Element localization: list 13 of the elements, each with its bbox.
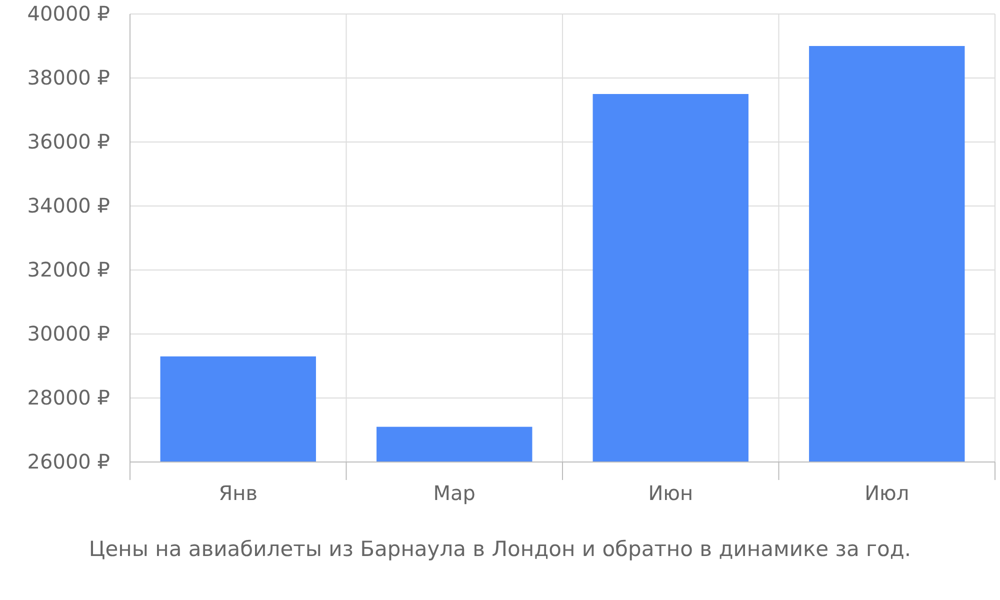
y-tick-label: 32000 ₽ xyxy=(27,257,110,282)
y-tick-label: 30000 ₽ xyxy=(27,321,110,346)
x-tick-label: Янв xyxy=(218,481,258,506)
x-tick-label: Июн xyxy=(648,481,694,506)
y-tick-label: 38000 ₽ xyxy=(27,65,110,90)
y-tick-label: 26000 ₽ xyxy=(27,449,110,474)
text: Цены на авиабилеты из Барнаула в Лондон и обратно в динамике за год. xyxy=(88,537,912,561)
x-tick-label: Июл xyxy=(864,481,910,506)
x-tick-label: Мар xyxy=(433,481,476,506)
y-tick-label: 34000 ₽ xyxy=(27,193,110,218)
y-tick-label: 28000 ₽ xyxy=(27,385,110,410)
y-tick-label: 40000 ₽ xyxy=(27,1,110,26)
y-tick-label: 36000 ₽ xyxy=(27,129,110,154)
